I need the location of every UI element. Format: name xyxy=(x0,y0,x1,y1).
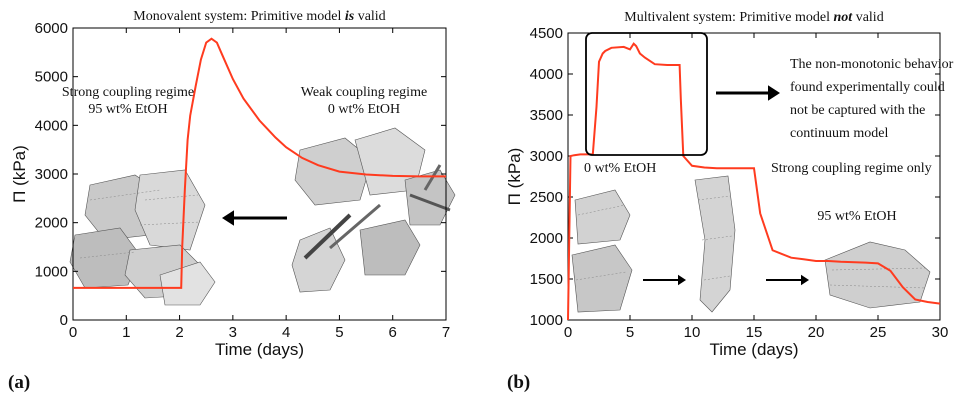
nanocrystal-stack-0wt xyxy=(571,189,633,313)
nanocrystal-cluster-95wt xyxy=(824,241,931,309)
strong-coupling-label: Strong coupling regime xyxy=(62,85,194,100)
y-tick-label: 6000 xyxy=(35,20,68,37)
y-tick-label: 0 xyxy=(60,312,68,329)
chart-title-part: not xyxy=(834,10,854,25)
y-tick-label: 3000 xyxy=(35,166,68,183)
x-tick-label: 7 xyxy=(442,324,450,341)
y-tick-label: 5000 xyxy=(35,69,68,86)
nanocrystal-cluster-weak-coupling xyxy=(291,127,456,293)
y-tick-label: 1000 xyxy=(530,312,563,329)
x-tick-label: 10 xyxy=(684,324,701,341)
chart-title-part: is xyxy=(345,9,355,24)
ninetyfive-etoh-label: 95 wt% EtOH xyxy=(817,209,896,224)
weak-coupling-etoh-label: 0 wt% EtOH xyxy=(328,102,400,117)
x-axis-label: Time (days) xyxy=(709,340,798,359)
highlight-box xyxy=(585,32,708,156)
weak-coupling-label: Weak coupling regime xyxy=(301,85,427,100)
x-axis-label: Time (days) xyxy=(215,340,304,359)
y-tick-label: 3000 xyxy=(530,148,563,165)
chart-title-part: Monovalent system: Primitive model xyxy=(133,9,345,24)
continuum-note-line: found experimentally could xyxy=(790,80,945,95)
x-tick-label: 2 xyxy=(175,324,183,341)
x-tick-label: 25 xyxy=(870,324,887,341)
x-tick-label: 3 xyxy=(229,324,237,341)
x-tick-label: 0 xyxy=(564,324,572,341)
stack-arrow-1 xyxy=(643,274,686,286)
panel-label: (a) xyxy=(8,372,30,393)
y-axis-label: Π (kPa) xyxy=(10,145,29,203)
x-tick-label: 15 xyxy=(746,324,763,341)
y-tick-label: 1000 xyxy=(35,263,68,280)
y-tick-label: 4000 xyxy=(530,66,563,83)
strong-coupling-only-label: Strong coupling regime only xyxy=(771,161,932,176)
continuum-note-line: The non-monotonic behavior xyxy=(790,57,954,72)
x-tick-label: 4 xyxy=(282,324,290,341)
continuum-note-line: continuum model xyxy=(790,126,888,141)
y-tick-label: 1500 xyxy=(530,271,563,288)
x-tick-label: 20 xyxy=(808,324,825,341)
y-axis-label: Π (kPa) xyxy=(505,148,524,206)
x-tick-label: 0 xyxy=(69,324,77,341)
y-tick-label: 4500 xyxy=(530,25,563,42)
x-tick-label: 6 xyxy=(389,324,397,341)
x-tick-label: 30 xyxy=(932,324,949,341)
strong-coupling-etoh-label: 95 wt% EtOH xyxy=(88,102,167,117)
chart-title-part: Multivalent system: Primitive model xyxy=(624,10,833,25)
y-tick-label: 4000 xyxy=(35,117,68,134)
transition-arrow-a xyxy=(222,210,287,226)
x-tick-label: 5 xyxy=(335,324,343,341)
stack-arrow-2 xyxy=(766,274,809,286)
y-tick-label: 2000 xyxy=(35,215,68,232)
continuum-note-line: not be captured with the xyxy=(790,103,925,118)
box-to-note-arrow-head xyxy=(768,85,780,101)
y-tick-label: 2000 xyxy=(530,230,563,247)
transition-arrow-a-head xyxy=(222,210,234,226)
x-tick-label: 1 xyxy=(122,324,130,341)
series-line-1 xyxy=(73,37,446,289)
panel-label: (b) xyxy=(507,372,530,393)
box-to-note-arrow xyxy=(716,85,780,101)
chart-title-part: valid xyxy=(852,10,884,25)
zero-etoh-label: 0 wt% EtOH xyxy=(584,161,656,176)
stack-arrow-2-head xyxy=(801,274,809,286)
chart-title-part: valid xyxy=(354,9,386,24)
x-tick-label: 5 xyxy=(626,324,634,341)
nanocrystal-stack-strong-column xyxy=(694,175,736,313)
series-line-1 xyxy=(567,42,941,321)
stack-arrow-1-head xyxy=(678,274,686,286)
chart-title: Multivalent system: Primitive model not … xyxy=(624,10,883,25)
nanocrystal-cluster-strong-coupling xyxy=(69,169,216,306)
chart-title: Monovalent system: Primitive model is va… xyxy=(133,9,385,24)
y-tick-label: 3500 xyxy=(530,107,563,124)
y-tick-label: 2500 xyxy=(530,189,563,206)
